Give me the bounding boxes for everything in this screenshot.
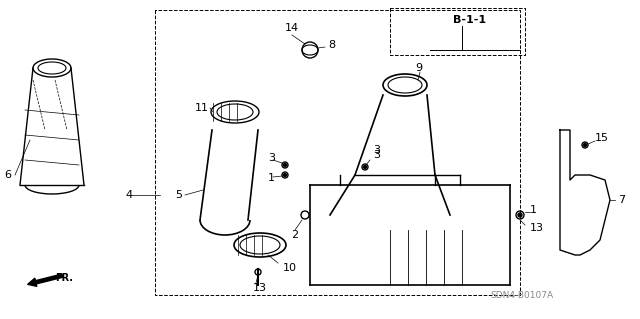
Text: 7: 7	[618, 195, 625, 205]
Circle shape	[362, 164, 368, 170]
Circle shape	[301, 211, 309, 219]
Text: 15: 15	[595, 133, 609, 143]
Text: 3: 3	[268, 153, 275, 163]
Text: FR.: FR.	[55, 273, 73, 283]
Text: 1: 1	[530, 205, 537, 215]
Text: 2: 2	[291, 230, 299, 240]
Circle shape	[516, 211, 524, 219]
Circle shape	[255, 269, 261, 275]
Circle shape	[364, 166, 367, 168]
Text: 10: 10	[283, 263, 297, 273]
Text: B-1-1: B-1-1	[453, 15, 486, 25]
Text: 3: 3	[373, 150, 380, 160]
Circle shape	[284, 164, 287, 167]
Circle shape	[282, 162, 288, 168]
Text: 11: 11	[195, 103, 209, 113]
Circle shape	[282, 172, 288, 178]
Circle shape	[284, 174, 287, 176]
Text: 13: 13	[253, 283, 267, 293]
Text: 13: 13	[530, 223, 544, 233]
Text: 5: 5	[175, 190, 182, 200]
Text: 9: 9	[415, 63, 422, 73]
Text: SDN4-B0107A: SDN4-B0107A	[490, 291, 553, 300]
Text: 8: 8	[328, 40, 335, 50]
Circle shape	[302, 42, 318, 58]
Text: 1: 1	[268, 173, 275, 183]
Text: 14: 14	[285, 23, 299, 33]
Text: 3: 3	[373, 145, 380, 155]
Circle shape	[582, 142, 588, 148]
Circle shape	[584, 144, 586, 146]
Text: 4: 4	[125, 190, 132, 200]
Text: 6: 6	[4, 170, 12, 180]
Circle shape	[518, 213, 522, 217]
